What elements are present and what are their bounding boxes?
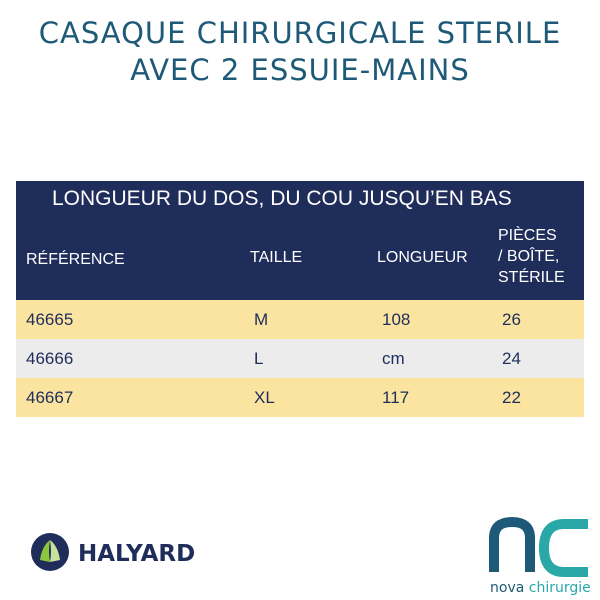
title-line: CASAQUE CHIRURGICALE STERILE bbox=[38, 16, 562, 50]
logo-n bbox=[489, 516, 535, 572]
table-row: 46665 M 108 26 bbox=[16, 300, 584, 339]
table-caption: LONGUEUR DU DOS, DU COU JUSQU’EN BAS bbox=[52, 187, 512, 210]
table-cell: XL bbox=[254, 388, 275, 407]
header-line: PIÈCES bbox=[498, 227, 557, 244]
column-header: PIÈCES / BOÎTE, STÉRILE bbox=[498, 225, 565, 288]
table-header: LONGUEUR DU DOS, DU COU JUSQU’EN BAS RÉF… bbox=[16, 181, 584, 300]
header-line: STÉRILE bbox=[498, 269, 565, 286]
table-cell: M bbox=[254, 310, 269, 329]
table-cell: 117 bbox=[382, 388, 410, 407]
table-cell: 46667 bbox=[26, 388, 74, 407]
table-row: 46667 XL 117 22 bbox=[16, 378, 584, 417]
halyard-logo: HALYARD bbox=[31, 533, 195, 571]
logo-icon bbox=[31, 533, 69, 571]
brand-name: HALYARD bbox=[78, 541, 195, 567]
header-line: / BOÎTE, bbox=[498, 248, 560, 265]
table-cell: 26 bbox=[502, 310, 521, 329]
logo-c bbox=[538, 519, 588, 577]
brand-word: chirurgie bbox=[529, 580, 591, 596]
brand-name: nova chirurgie bbox=[490, 580, 591, 596]
nova-logo: nova chirurgie bbox=[489, 516, 591, 596]
column-header: TAILLE bbox=[250, 249, 303, 266]
column-header: RÉFÉRENCE bbox=[26, 251, 125, 268]
table-cell: 24 bbox=[502, 349, 521, 368]
logo-leaf bbox=[50, 540, 60, 562]
table-cell: 22 bbox=[502, 388, 521, 407]
table-cell: cm bbox=[382, 349, 405, 368]
table-cell: 108 bbox=[382, 310, 411, 329]
title-line: AVEC 2 ESSUIE-MAINS bbox=[130, 53, 470, 87]
logo-leaf bbox=[40, 540, 50, 562]
table-cell: 46665 bbox=[26, 310, 74, 329]
column-header: LONGUEUR bbox=[377, 249, 468, 266]
table-cell: 46666 bbox=[26, 349, 74, 368]
brand-word: nova bbox=[490, 580, 524, 596]
table-cell: L bbox=[254, 349, 264, 368]
